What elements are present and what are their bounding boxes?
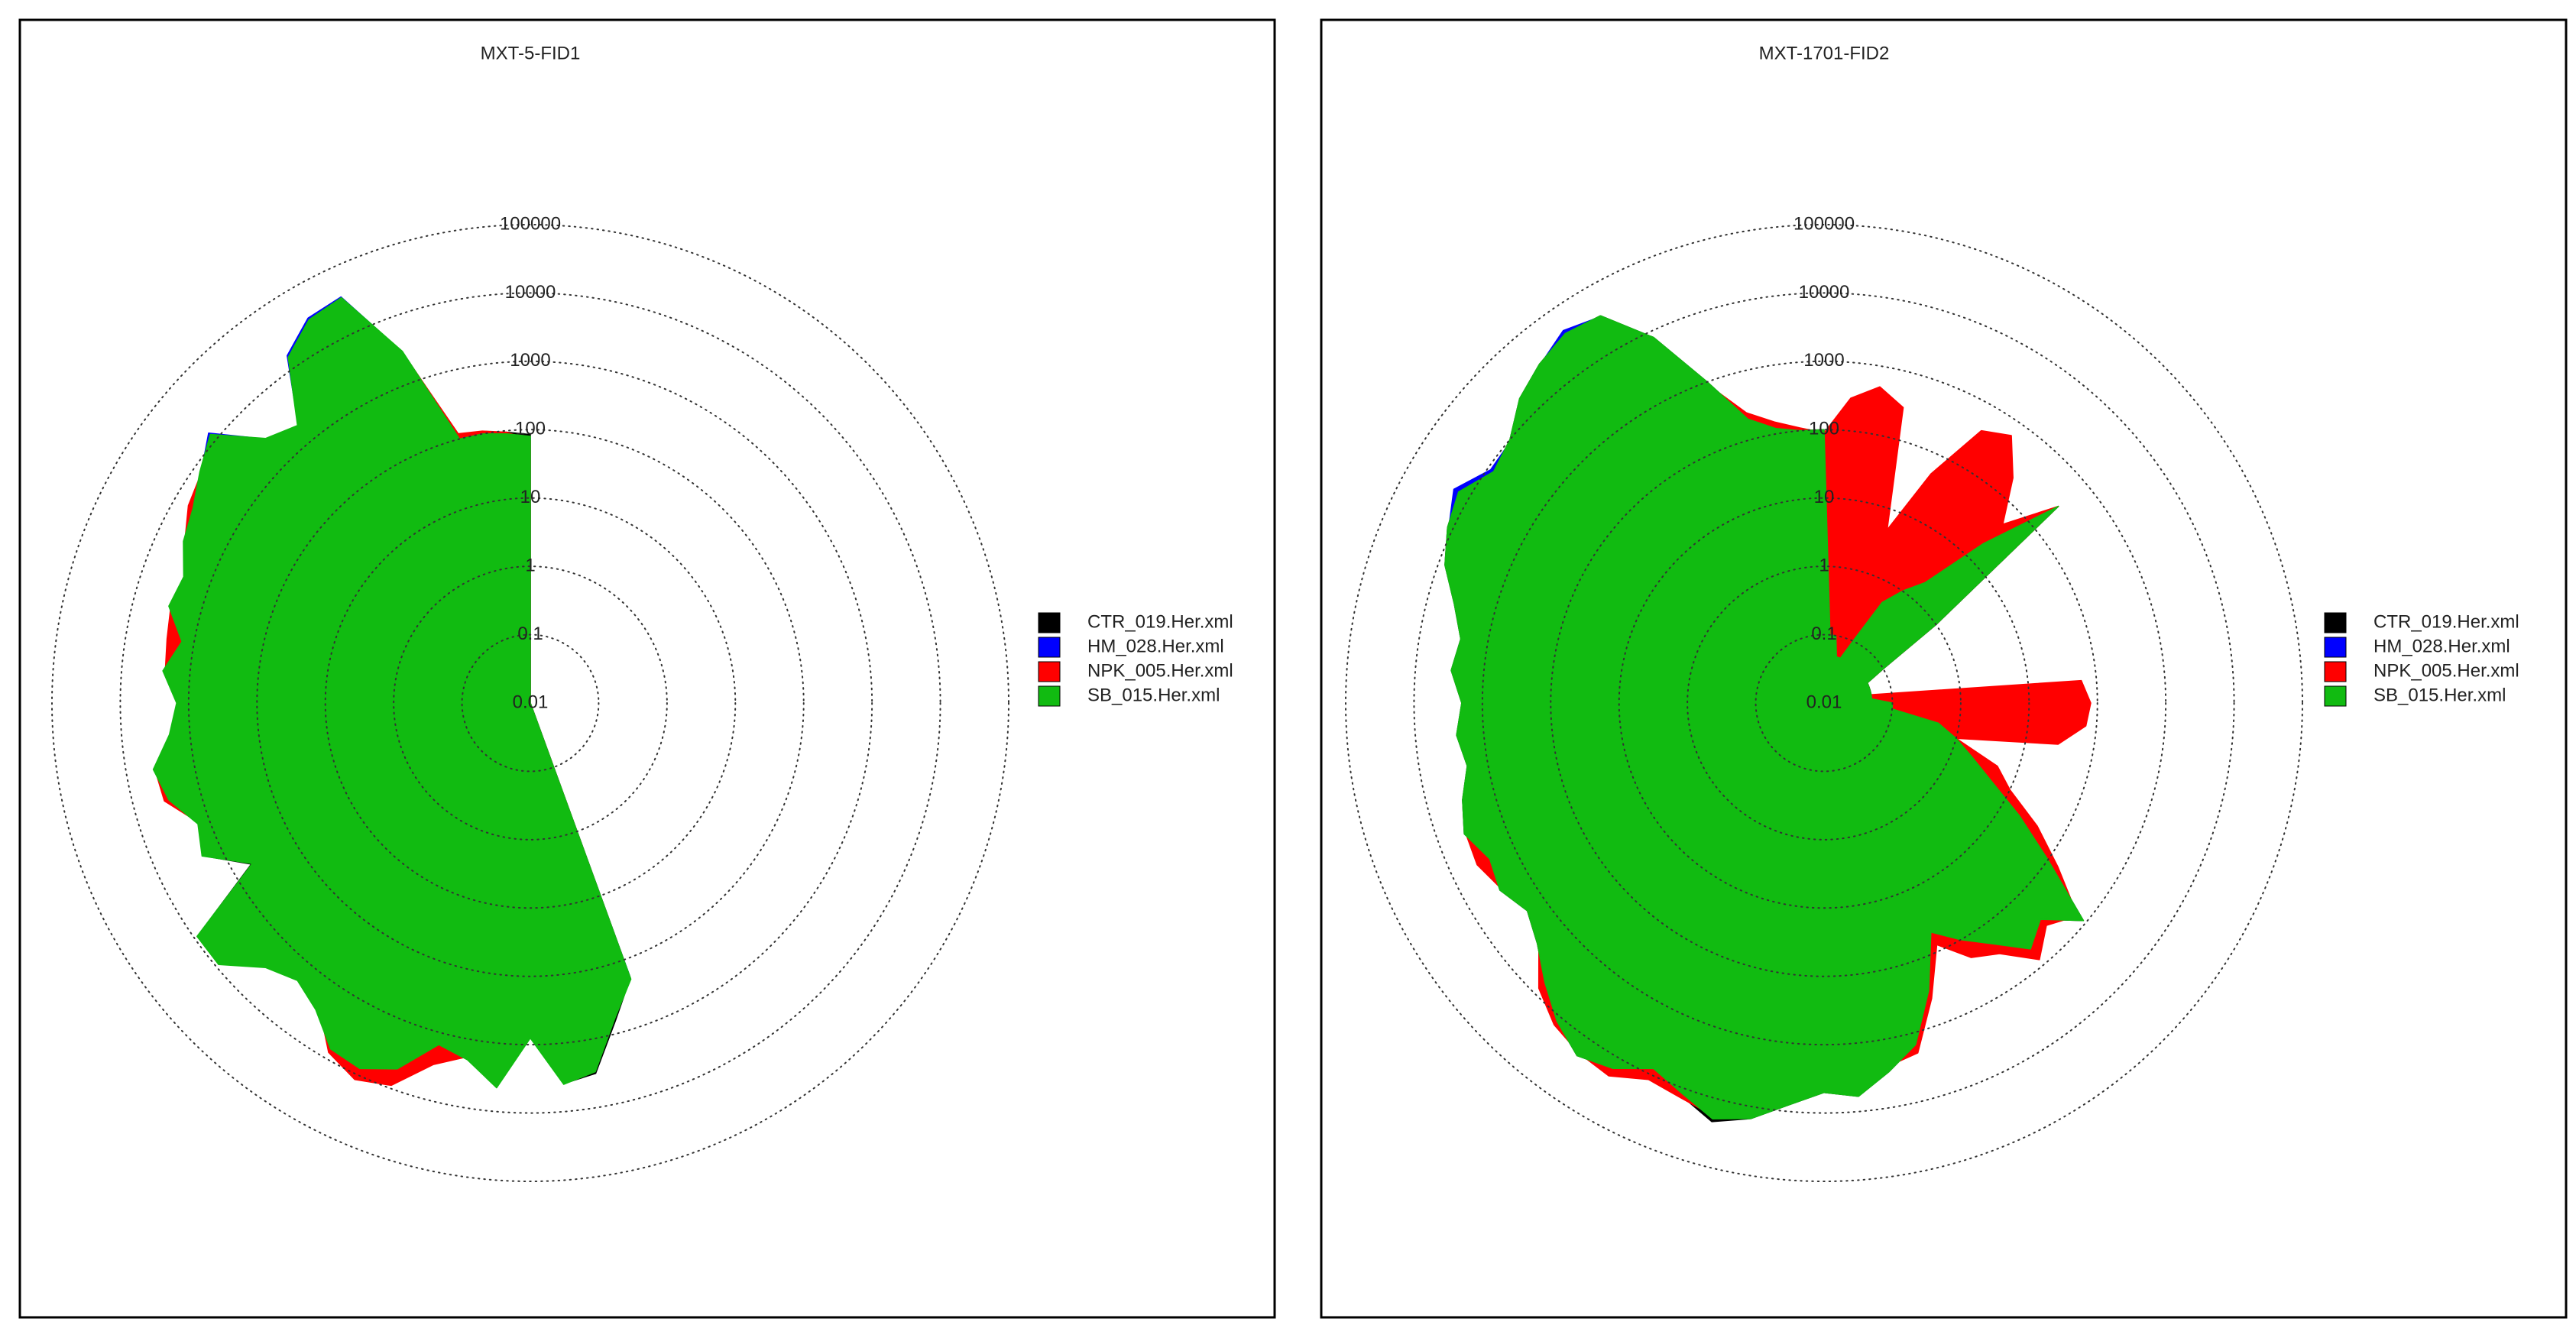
grid-ring [1550, 429, 2098, 977]
r-tick-label: 0.1 [517, 624, 543, 644]
r-tick-label: 1 [525, 555, 535, 575]
legend-label: CTR_019.Her.xml [2373, 611, 2519, 632]
legend-swatch [1038, 661, 1061, 682]
r-tick-label: 10 [1814, 487, 1835, 507]
legend-label: CTR_019.Her.xml [1087, 611, 1233, 632]
r-tick-label: 10000 [505, 282, 556, 303]
grid-ring [461, 633, 600, 773]
r-tick-label: 0.01 [513, 692, 549, 712]
r-tick-label: 10000 [1799, 282, 1850, 303]
series-area [1444, 315, 2085, 1120]
r-tick-label: 1 [1819, 555, 1829, 575]
grid-ring [393, 565, 668, 841]
legend-label: NPK_005.Her.xml [2373, 660, 2519, 681]
r-tick-label: 100 [1809, 419, 1839, 439]
grid-ring [187, 360, 873, 1046]
chart-title: MXT-1701-FID2 [1759, 43, 1890, 63]
grid-ring [1413, 292, 2235, 1114]
legend-swatch [2324, 661, 2347, 682]
chart-title: MXT-5-FID1 [481, 43, 581, 63]
legend-swatch [2324, 685, 2347, 707]
legend-swatch [2324, 612, 2347, 633]
grid-ring [1618, 497, 2030, 909]
r-tick-label: 0.01 [1806, 692, 1842, 712]
legend-swatch [2324, 637, 2347, 658]
r-tick-label: 100000 [500, 213, 561, 234]
legend-swatch [1038, 685, 1061, 707]
grid-ring [51, 224, 1009, 1182]
r-tick-label: 100000 [1793, 213, 1855, 234]
grid-ring [256, 429, 805, 977]
series-area [152, 296, 632, 1089]
legend-label: NPK_005.Her.xml [1087, 660, 1233, 681]
legend-label: HM_028.Her.xml [1087, 636, 1224, 656]
grid-ring [119, 292, 941, 1114]
r-tick-label: 0.1 [1811, 624, 1836, 644]
r-tick-label: 10 [520, 487, 541, 507]
legend-swatch [1038, 637, 1061, 658]
r-tick-label: 100 [515, 419, 546, 439]
legend-swatch [1038, 612, 1061, 633]
legend-label: HM_028.Her.xml [2373, 636, 2510, 656]
grid-ring [1345, 224, 2303, 1182]
legend-label: SB_015.Her.xml [2373, 685, 2506, 705]
r-tick-label: 1000 [1803, 350, 1844, 371]
legend-label: SB_015.Her.xml [1087, 685, 1220, 705]
grid-ring [1687, 565, 1962, 841]
grid-ring [324, 497, 737, 909]
grid-ring [1755, 633, 1894, 773]
grid-ring [1481, 360, 2167, 1046]
r-tick-label: 1000 [510, 350, 550, 371]
